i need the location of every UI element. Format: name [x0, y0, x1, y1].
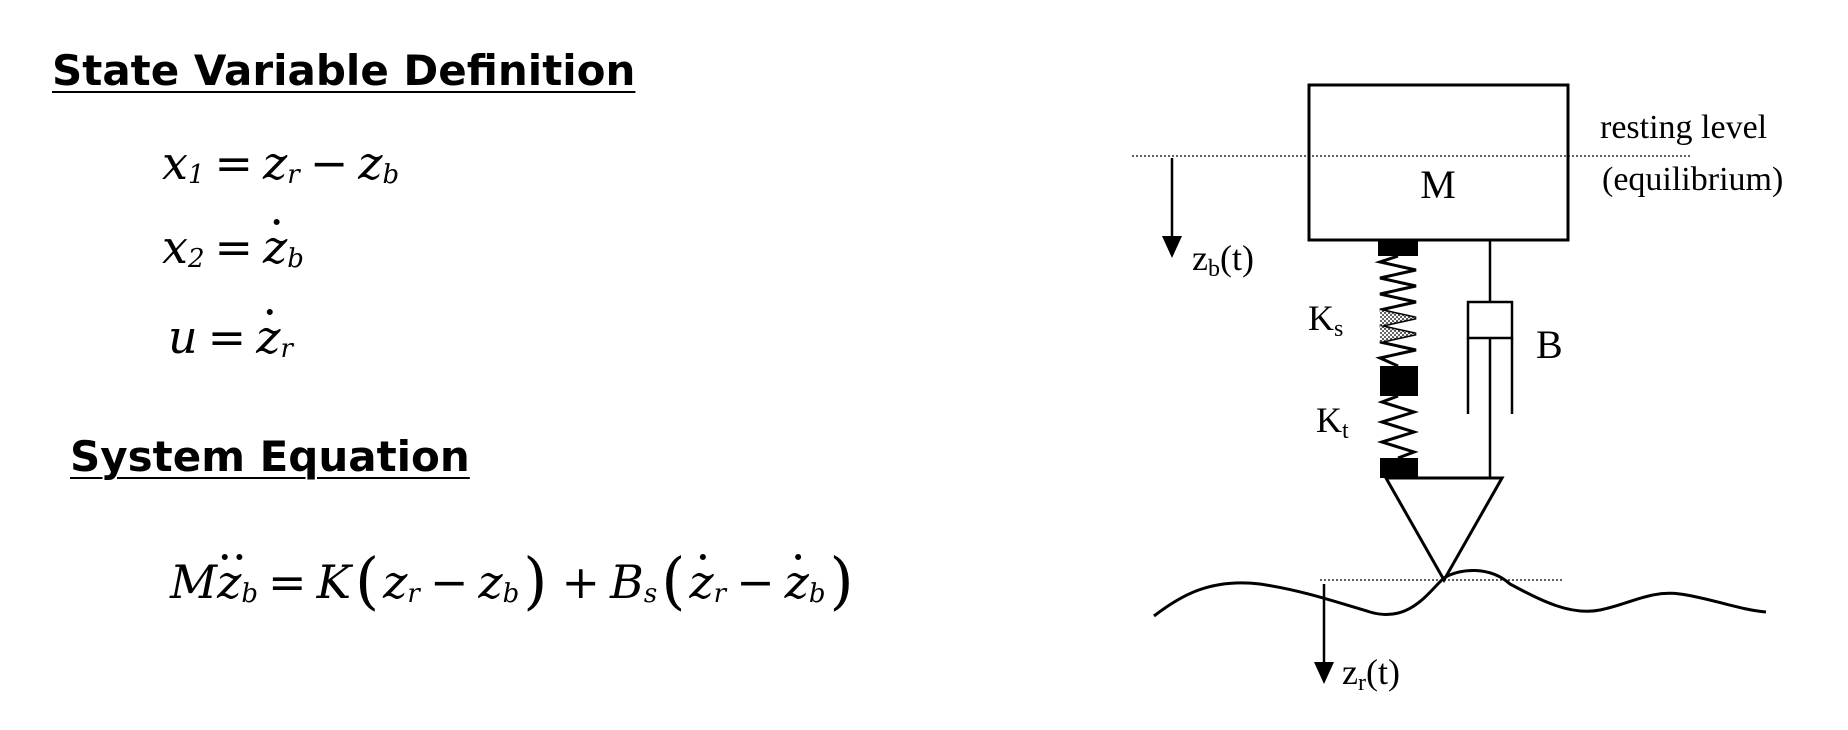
state-variable-heading: State Variable Definition	[52, 46, 636, 95]
mass-block	[1307, 83, 1570, 242]
tire-contact	[1383, 476, 1505, 584]
road-surface	[1153, 568, 1767, 618]
ks-label: Ks	[1308, 298, 1343, 342]
resting-level-label: resting level	[1600, 109, 1767, 146]
equation-x2: x2=zb	[162, 224, 304, 272]
zr-label: zr(t)	[1342, 652, 1400, 696]
zb-label: zb(t)	[1192, 238, 1254, 282]
equilibrium-label: (equilibrium)	[1602, 161, 1783, 198]
zr-arrow	[1314, 584, 1334, 684]
damper	[1466, 240, 1514, 478]
equation-u: u=zr	[168, 314, 293, 362]
equation-x1: x1 = zr − zb	[162, 136, 400, 190]
mass-label: M	[1420, 162, 1456, 207]
spring	[1374, 240, 1420, 478]
system-equation-heading: System Equation	[70, 432, 470, 481]
zb-arrow	[1162, 158, 1182, 258]
kt-label: Kt	[1316, 400, 1349, 444]
system-equation: Mzb=K(zr−zb)+Bs(zr−zb)	[170, 546, 858, 612]
b-label: B	[1536, 322, 1563, 367]
